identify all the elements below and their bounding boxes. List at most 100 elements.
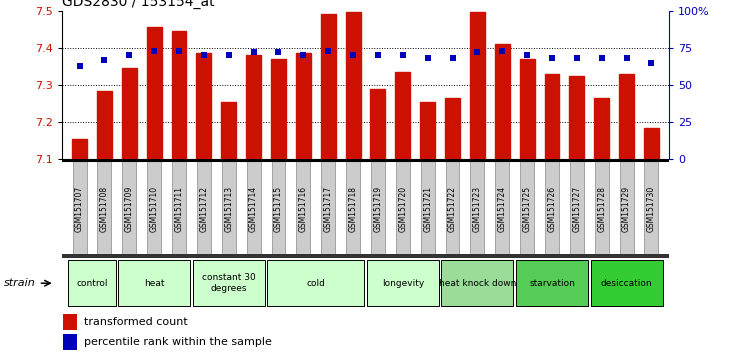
Bar: [321, 15, 336, 159]
Text: desiccation: desiccation: [601, 279, 652, 288]
Bar: [420, 102, 435, 159]
Text: GSM151724: GSM151724: [498, 186, 507, 232]
Point: [124, 52, 135, 58]
FancyBboxPatch shape: [396, 161, 410, 256]
Text: heat: heat: [144, 279, 164, 288]
Text: GSM151710: GSM151710: [150, 186, 159, 232]
Text: constant 30
degrees: constant 30 degrees: [202, 274, 256, 293]
Point: [397, 52, 409, 58]
Text: GSM151714: GSM151714: [249, 186, 258, 232]
Bar: [197, 53, 211, 159]
FancyBboxPatch shape: [72, 161, 86, 256]
FancyBboxPatch shape: [496, 161, 510, 256]
Point: [471, 50, 483, 55]
Bar: [371, 89, 385, 159]
Bar: [545, 74, 559, 159]
Bar: [445, 98, 460, 159]
FancyBboxPatch shape: [421, 161, 435, 256]
Point: [223, 52, 235, 58]
Bar: [395, 72, 410, 159]
Bar: [470, 12, 485, 159]
FancyBboxPatch shape: [620, 161, 634, 256]
FancyBboxPatch shape: [645, 161, 659, 256]
Text: cold: cold: [306, 279, 325, 288]
Text: transformed count: transformed count: [84, 317, 188, 327]
Text: strain: strain: [4, 278, 35, 288]
FancyBboxPatch shape: [172, 161, 186, 256]
FancyBboxPatch shape: [545, 161, 559, 256]
Text: GSM151728: GSM151728: [597, 186, 606, 232]
Point: [248, 50, 260, 55]
FancyBboxPatch shape: [591, 260, 662, 307]
Point: [74, 63, 86, 68]
Text: GSM151730: GSM151730: [647, 186, 656, 232]
Text: percentile rank within the sample: percentile rank within the sample: [84, 337, 272, 347]
Point: [422, 55, 433, 61]
FancyBboxPatch shape: [197, 161, 211, 256]
Point: [298, 52, 309, 58]
Point: [496, 48, 508, 53]
Bar: [520, 59, 534, 159]
FancyBboxPatch shape: [446, 161, 460, 256]
Point: [521, 52, 533, 58]
FancyBboxPatch shape: [520, 161, 534, 256]
FancyBboxPatch shape: [221, 161, 235, 256]
Text: GSM151720: GSM151720: [398, 186, 407, 232]
FancyBboxPatch shape: [271, 161, 285, 256]
FancyBboxPatch shape: [371, 161, 385, 256]
Point: [347, 52, 359, 58]
Bar: [221, 102, 236, 159]
Text: GSM151715: GSM151715: [274, 186, 283, 232]
Bar: [64, 334, 77, 350]
Text: starvation: starvation: [529, 279, 575, 288]
FancyBboxPatch shape: [69, 260, 115, 307]
Text: heat knock down: heat knock down: [439, 279, 516, 288]
Bar: [271, 59, 286, 159]
Point: [99, 57, 110, 63]
Bar: [147, 27, 162, 159]
Text: GSM151719: GSM151719: [374, 186, 382, 232]
FancyBboxPatch shape: [367, 260, 439, 307]
Bar: [594, 98, 609, 159]
Point: [372, 52, 384, 58]
Text: GSM151721: GSM151721: [423, 186, 432, 232]
Bar: [495, 44, 510, 159]
Bar: [619, 74, 634, 159]
Text: GDS2830 / 153154_at: GDS2830 / 153154_at: [62, 0, 215, 9]
FancyBboxPatch shape: [97, 161, 111, 256]
Text: longevity: longevity: [382, 279, 424, 288]
Text: GSM151709: GSM151709: [125, 186, 134, 232]
FancyBboxPatch shape: [147, 161, 161, 256]
FancyBboxPatch shape: [346, 161, 360, 256]
Text: GSM151723: GSM151723: [473, 186, 482, 232]
Text: GSM151718: GSM151718: [349, 186, 357, 232]
Point: [571, 55, 583, 61]
Text: GSM151726: GSM151726: [548, 186, 556, 232]
FancyBboxPatch shape: [296, 161, 310, 256]
FancyBboxPatch shape: [595, 161, 609, 256]
Point: [447, 55, 458, 61]
FancyBboxPatch shape: [246, 161, 260, 256]
Bar: [346, 12, 360, 159]
FancyBboxPatch shape: [118, 260, 190, 307]
FancyBboxPatch shape: [570, 161, 584, 256]
Text: GSM151711: GSM151711: [175, 186, 183, 232]
FancyBboxPatch shape: [516, 260, 588, 307]
Text: GSM151725: GSM151725: [523, 186, 531, 232]
Bar: [62, 255, 669, 258]
FancyBboxPatch shape: [442, 260, 513, 307]
Point: [148, 48, 160, 53]
Text: GSM151707: GSM151707: [75, 186, 84, 232]
Text: GSM151722: GSM151722: [448, 186, 457, 232]
Bar: [296, 53, 311, 159]
Bar: [122, 68, 137, 159]
Point: [596, 55, 607, 61]
FancyBboxPatch shape: [268, 260, 364, 307]
FancyBboxPatch shape: [122, 161, 136, 256]
Text: GSM151712: GSM151712: [200, 186, 208, 232]
FancyBboxPatch shape: [193, 260, 265, 307]
Text: GSM151716: GSM151716: [299, 186, 308, 232]
Bar: [644, 128, 659, 159]
Bar: [246, 55, 261, 159]
Text: GSM151708: GSM151708: [100, 186, 109, 232]
